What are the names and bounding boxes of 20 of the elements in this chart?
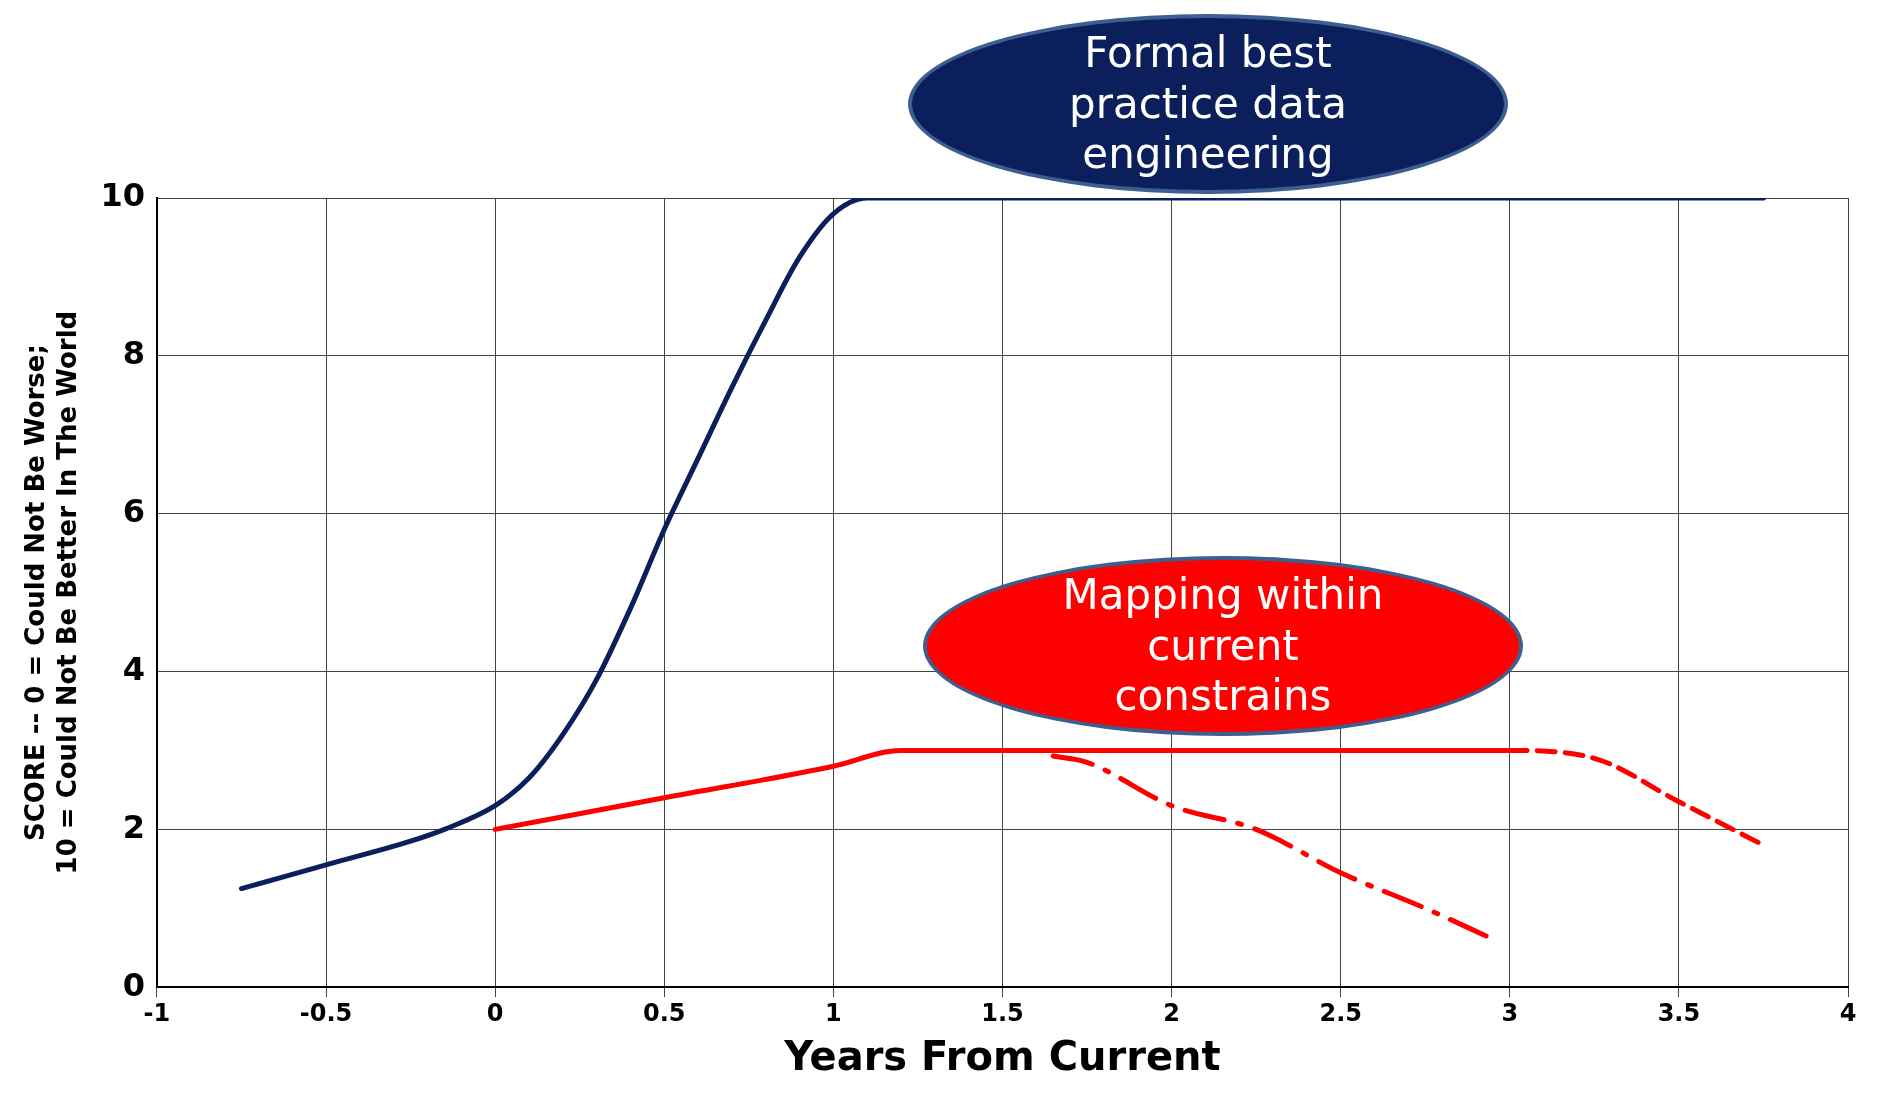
y-tick-label: 8 (122, 334, 145, 373)
y-tick-label: 2 (122, 807, 145, 846)
x-axis-title: Years From Current (783, 1033, 1221, 1080)
x-tick-label: 0 (486, 998, 504, 1027)
y-tick-label: 4 (122, 649, 145, 688)
y-tick-label: 10 (100, 176, 145, 215)
x-tick-label: -0.5 (299, 998, 353, 1027)
x-tick-label: 0.5 (642, 998, 686, 1027)
y-axis-title: SCORE -- 0 = Could Not Be Worse; 10 = Could Not Be Better In The World (20, 310, 82, 875)
x-tick-label: 1 (825, 998, 842, 1027)
text: Formal best practice data engineering (1068, 28, 1348, 180)
x-tick-label: 4 (1839, 998, 1857, 1027)
x-tick-label: 2.5 (1319, 998, 1362, 1027)
x-tick-label: 2 (1163, 998, 1180, 1027)
y-tick-label: 6 (122, 491, 145, 530)
annotation: Mapping within current constrains (1061, 570, 1385, 722)
x-tick-label: 3 (1501, 998, 1519, 1027)
x-tick-label: 1.5 (981, 998, 1024, 1027)
x-tick-label: -1 (143, 998, 171, 1027)
x-tick-label: 3.5 (1657, 998, 1701, 1027)
